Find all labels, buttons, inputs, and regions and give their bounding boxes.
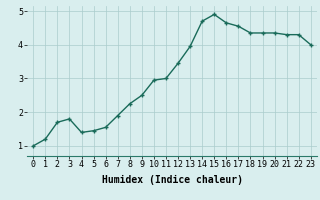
X-axis label: Humidex (Indice chaleur): Humidex (Indice chaleur) <box>101 175 243 185</box>
